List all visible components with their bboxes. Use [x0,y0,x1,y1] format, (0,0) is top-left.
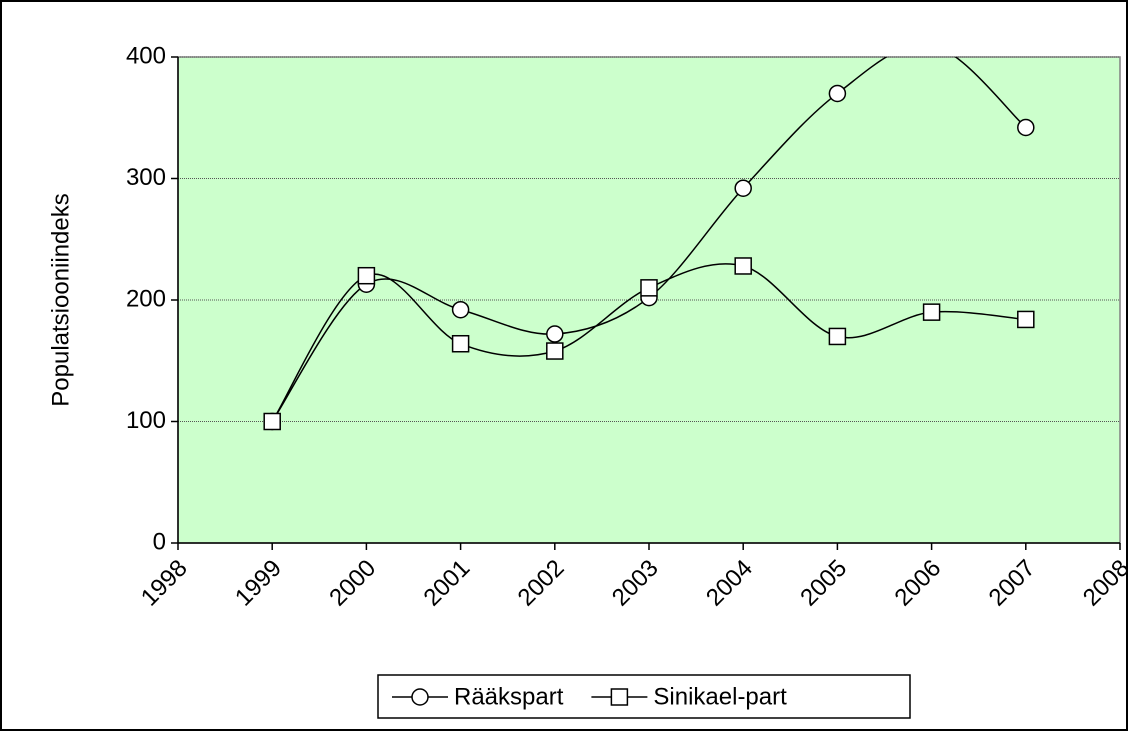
marker [1017,310,1035,329]
y-axis-label: Populatsiooniindeks [47,193,74,406]
marker [451,300,470,319]
y-tick-label: 0 [153,528,166,555]
y-tick-label: 300 [126,164,166,191]
marker [546,325,564,343]
marker [828,327,847,346]
legend-marker [610,688,629,706]
marker [1017,118,1035,137]
legend-label: Rääkspart [454,683,564,710]
marker [922,303,941,321]
marker [640,279,658,297]
legend-marker [411,688,429,706]
marker [263,412,281,431]
marker [734,179,752,197]
y-tick-label: 400 [126,42,166,69]
marker [734,257,752,275]
legend-label: Sinikael-part [653,683,787,710]
marker [546,342,564,360]
marker [451,334,470,353]
y-tick-label: 100 [126,407,166,434]
marker [828,84,847,103]
y-tick-label: 200 [126,285,166,312]
marker [357,266,376,285]
